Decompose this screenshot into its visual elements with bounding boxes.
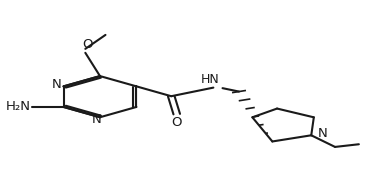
Text: O: O	[171, 116, 182, 129]
Text: H₂N: H₂N	[6, 100, 30, 113]
Text: N: N	[52, 78, 62, 91]
Text: N: N	[318, 127, 328, 140]
Text: N: N	[91, 113, 101, 126]
Text: HN: HN	[200, 73, 219, 86]
Text: O: O	[82, 38, 92, 51]
